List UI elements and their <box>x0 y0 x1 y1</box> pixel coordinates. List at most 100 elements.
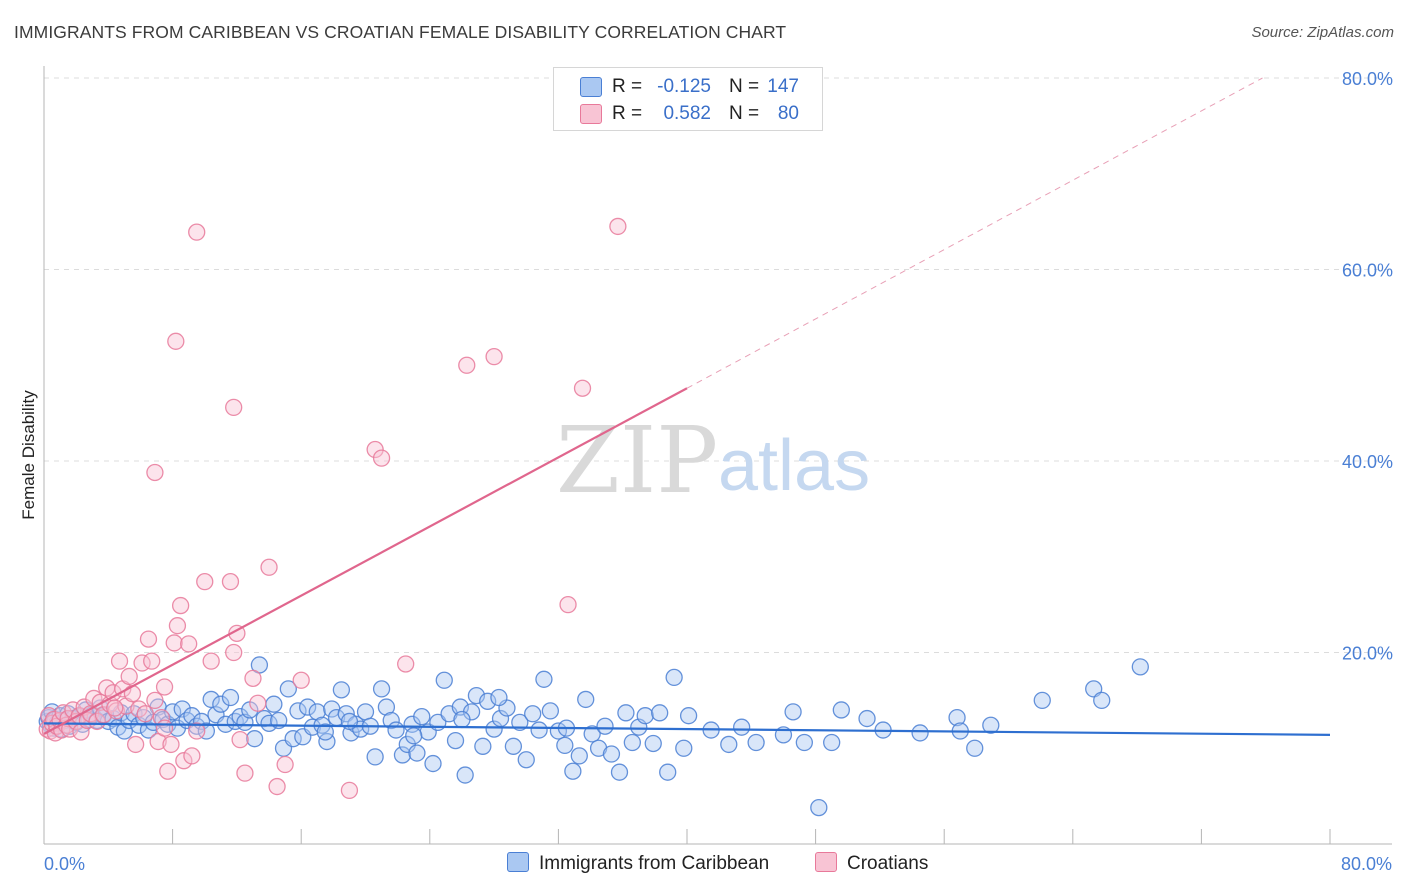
y-axis-label: Female Disability <box>19 390 38 520</box>
data-point <box>260 714 278 733</box>
data-point <box>225 643 243 662</box>
legend-n-value: 147 <box>767 76 799 97</box>
data-point <box>316 723 334 741</box>
data-point <box>535 670 553 688</box>
data-point <box>180 635 198 653</box>
data-point <box>292 671 310 689</box>
x-tick-label-min: 0.0% <box>44 854 85 874</box>
data-point <box>126 735 145 754</box>
data-point <box>356 703 375 721</box>
watermark-zip: ZIP <box>556 407 718 514</box>
legend-r-label: R = <box>612 103 643 124</box>
data-point <box>636 707 654 725</box>
data-point <box>196 572 214 591</box>
data-point <box>1093 691 1111 710</box>
data-point <box>146 691 164 710</box>
data-point <box>139 630 158 648</box>
data-point <box>372 680 391 698</box>
data-point <box>260 558 278 576</box>
data-point <box>435 671 453 689</box>
gridlines <box>44 77 1392 653</box>
data-point <box>221 688 240 707</box>
correlation-legend: R = -0.125 N = 147 R = 0.582 N = 80 <box>553 67 823 131</box>
trend-lines <box>43 77 1331 736</box>
data-point <box>609 217 627 236</box>
data-point <box>168 617 187 635</box>
data-point <box>366 440 384 459</box>
data-point <box>276 755 294 774</box>
bottom-legend-croatians: Croatians <box>815 852 928 875</box>
data-point <box>524 705 542 723</box>
data-point <box>413 708 431 726</box>
data-point <box>279 680 297 698</box>
legend-swatch-croatians <box>580 104 602 124</box>
y-tick-label: 40.0% <box>1342 452 1393 472</box>
data-point <box>948 708 966 727</box>
data-point <box>966 739 984 757</box>
chart-title: IMMIGRANTS FROM CARIBBEAN VS CROATIAN FE… <box>14 22 787 42</box>
x-tick-label-max: 80.0% <box>1341 854 1392 874</box>
data-point <box>659 763 677 781</box>
y-tick-label: 60.0% <box>1342 261 1393 281</box>
data-point <box>197 722 216 740</box>
data-point <box>596 717 614 735</box>
data-point <box>644 734 662 753</box>
data-point <box>167 332 185 350</box>
data-point <box>982 716 1000 734</box>
data-point <box>155 678 174 696</box>
data-point <box>110 652 129 670</box>
data-point <box>268 777 286 796</box>
trend-line-croatians-extension <box>686 77 1263 389</box>
watermark-atlas: atlas <box>718 426 870 506</box>
data-point <box>504 737 523 755</box>
bottom-legend-swatch-caribbean <box>507 852 529 872</box>
data-point <box>397 655 415 673</box>
data-point <box>485 347 503 366</box>
legend-n-label: N = <box>729 103 760 124</box>
data-point <box>679 707 698 725</box>
data-point <box>456 766 474 784</box>
data-point <box>1033 691 1051 710</box>
trend-line-croatians <box>43 387 688 735</box>
legend-n-label: N = <box>729 76 760 97</box>
data-point <box>136 705 154 723</box>
data-point <box>162 735 180 754</box>
data-point <box>517 751 535 769</box>
bottom-legend-label-caribbean: Immigrants from Caribbean <box>539 853 770 874</box>
data-point <box>823 733 841 752</box>
data-point <box>559 595 577 614</box>
legend-n-value: 80 <box>777 103 799 124</box>
data-point <box>265 695 283 713</box>
series-caribbean-points <box>38 656 1149 817</box>
y-tick-label: 80.0% <box>1342 69 1393 89</box>
data-point <box>231 730 249 749</box>
data-point <box>424 754 442 773</box>
legend-swatch-caribbean <box>580 77 602 97</box>
data-point <box>372 449 391 467</box>
data-point <box>382 711 400 730</box>
data-point <box>212 695 230 713</box>
bottom-legend-swatch-croatians <box>815 852 837 872</box>
data-point <box>720 735 738 754</box>
data-point <box>308 703 326 721</box>
data-point <box>171 596 190 615</box>
data-point <box>88 712 106 731</box>
data-point <box>795 733 813 752</box>
data-point <box>289 702 307 720</box>
data-point <box>453 710 471 729</box>
trend-line-caribbean <box>43 722 1331 736</box>
data-point <box>398 735 416 754</box>
data-point <box>387 721 405 739</box>
data-point <box>188 223 206 241</box>
data-point <box>332 681 351 699</box>
data-point <box>249 694 267 712</box>
data-point <box>451 698 469 716</box>
data-point <box>623 733 641 752</box>
data-point <box>747 733 765 752</box>
legend-r-value: 0.582 <box>663 103 711 124</box>
data-point <box>202 690 220 709</box>
data-point <box>556 736 574 755</box>
data-point <box>665 668 683 687</box>
data-point <box>570 747 588 765</box>
data-point <box>479 692 497 710</box>
